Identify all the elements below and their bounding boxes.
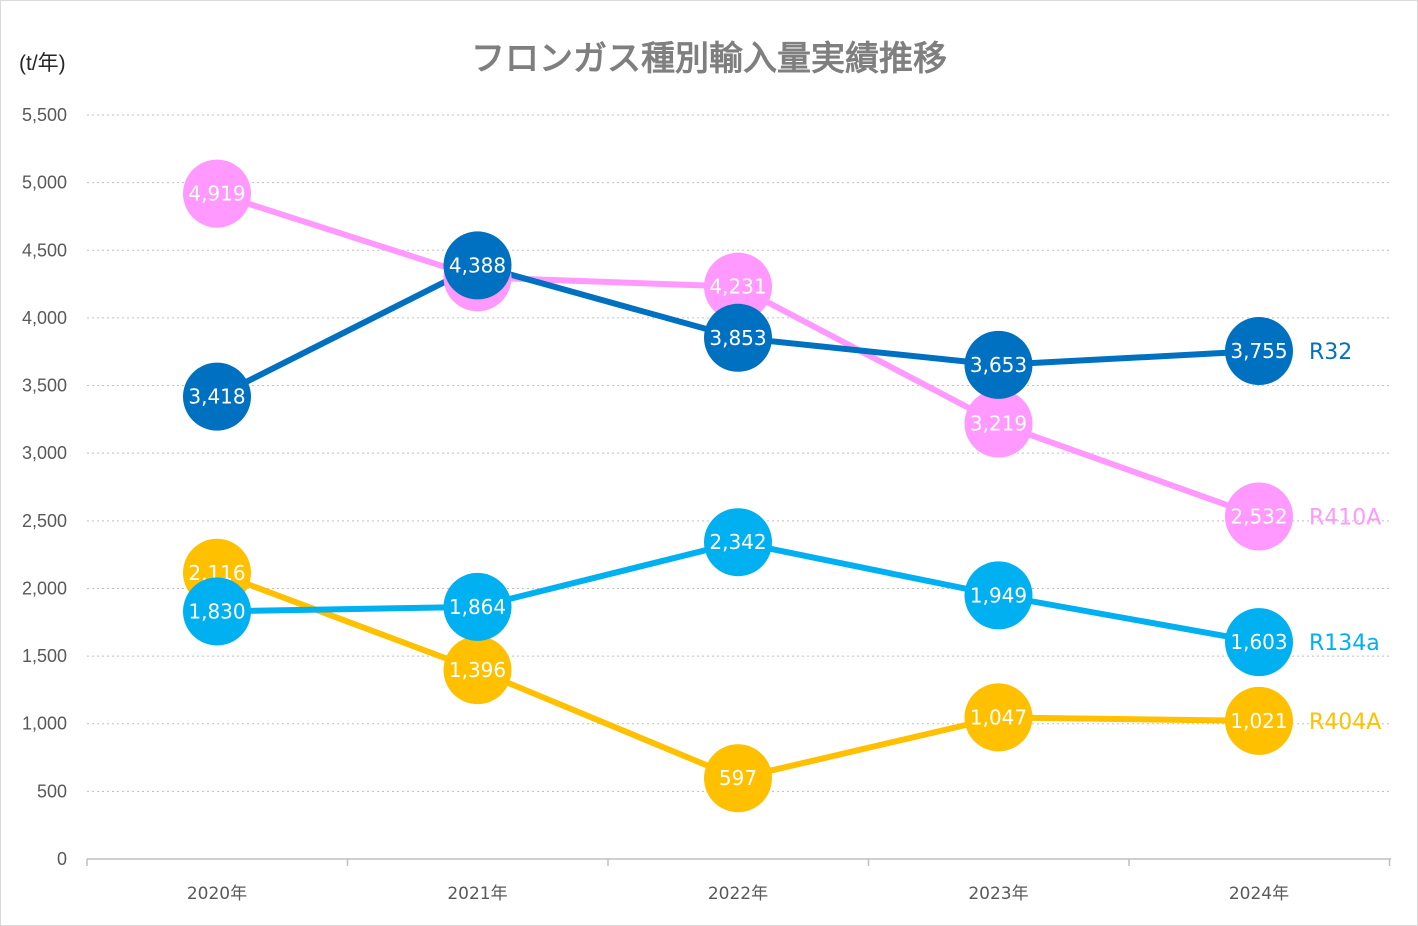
- data-point-marker: [964, 330, 1033, 399]
- y-tick-label: 4,500: [22, 240, 67, 260]
- y-tick-label: 0: [57, 849, 67, 869]
- y-axis-unit-label: (t/年): [19, 52, 66, 75]
- y-tick-label: 3,500: [22, 376, 67, 396]
- data-label: 3,219: [970, 412, 1027, 436]
- data-point-marker: [704, 303, 772, 372]
- data-point-marker: [183, 159, 251, 228]
- data-point-marker: [964, 561, 1033, 630]
- x-tick-label: 2024年: [1229, 884, 1289, 904]
- data-label: 597: [719, 766, 757, 790]
- data-point-marker: [183, 577, 251, 646]
- y-tick-label: 3,000: [22, 443, 67, 463]
- data-label: 1,021: [1230, 709, 1287, 733]
- data-point-marker: [704, 508, 772, 577]
- chart-title: フロンガス種別輸入量実績推移: [471, 39, 947, 79]
- data-label: 4,231: [709, 275, 766, 299]
- x-tick-label: 2020年: [187, 884, 247, 904]
- x-tick-label: 2021年: [447, 884, 507, 904]
- data-point-marker: [1225, 686, 1293, 755]
- series-name-label: R32: [1309, 340, 1352, 365]
- data-point-marker: [1225, 608, 1293, 677]
- data-point-marker: [964, 683, 1033, 752]
- y-tick-label: 1,500: [22, 646, 67, 666]
- data-point-marker: [443, 231, 512, 300]
- x-tick-label: 2023年: [968, 884, 1028, 904]
- y-tick-label: 4,000: [22, 308, 67, 328]
- data-label: 1,603: [1230, 630, 1287, 654]
- data-label: 4,919: [188, 182, 245, 206]
- data-label: 2,342: [709, 530, 766, 554]
- data-point-marker: [704, 744, 772, 813]
- data-label: 1,830: [188, 599, 245, 623]
- y-tick-label: 5,500: [22, 105, 67, 125]
- y-tick-label: 2,000: [22, 578, 67, 598]
- series-labels: R410A R404A R134a R32: [1309, 340, 1381, 735]
- data-point-marker: [443, 636, 512, 705]
- data-label: 1,396: [449, 658, 506, 682]
- data-point-marker: [964, 389, 1033, 458]
- data-label: 4,388: [449, 253, 506, 277]
- series-lines: 4,9194,3004,2313,2192,5322,1161,3965971,…: [183, 159, 1293, 813]
- data-label: 3,418: [188, 385, 245, 409]
- axes: 0 500 1,000 1,500 2,000 2,500 3,000 3,500 4,000 4…: [22, 105, 1391, 904]
- y-tick-label: 1,000: [22, 714, 67, 734]
- data-label: 3,653: [970, 353, 1027, 377]
- data-point-marker: [1225, 317, 1293, 386]
- y-tick-label: 2,500: [22, 511, 67, 531]
- series-name-label: R410A: [1309, 505, 1381, 530]
- data-label: 3,755: [1230, 339, 1287, 363]
- y-tick-label: 5,000: [22, 173, 67, 193]
- data-label: 2,532: [1230, 504, 1287, 528]
- data-point-marker: [1225, 482, 1293, 551]
- x-tick-label: 2022年: [708, 884, 768, 904]
- series-name-label: R404A: [1309, 710, 1381, 735]
- data-label: 1,949: [970, 583, 1027, 607]
- series-r32-markers: 3,418 4,388 3,853 3,653 3,755: [183, 231, 1293, 431]
- y-tick-label: 500: [37, 781, 67, 801]
- series-name-label: R134a: [1309, 631, 1380, 656]
- gridlines: [87, 114, 1391, 792]
- data-label: 1,864: [449, 595, 506, 619]
- data-label: 1,047: [970, 705, 1027, 729]
- data-label: 3,853: [709, 326, 766, 350]
- data-point-marker: [183, 362, 251, 431]
- data-point-marker: [443, 572, 512, 641]
- data-point-marker: [704, 252, 772, 321]
- series-r134a-markers: 1,830 1,864 2,342 1,949 1,603: [183, 508, 1293, 677]
